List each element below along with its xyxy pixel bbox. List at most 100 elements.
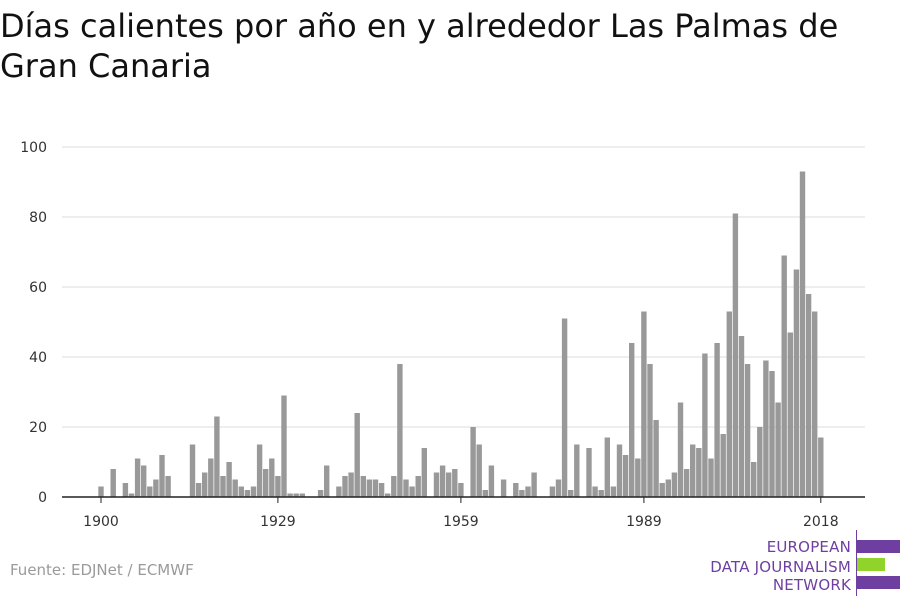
bar-1977 bbox=[568, 490, 574, 497]
bar-2000 bbox=[708, 458, 714, 497]
bar-1962 bbox=[476, 444, 482, 497]
bar-1929 bbox=[275, 476, 281, 497]
bar-2010 bbox=[769, 371, 775, 497]
bar-1916 bbox=[195, 483, 202, 497]
bar-1984 bbox=[610, 486, 617, 497]
bar-2008 bbox=[757, 427, 763, 497]
y-tick-label: 60 bbox=[29, 280, 47, 296]
bar-1907 bbox=[141, 465, 147, 497]
bar-1997 bbox=[690, 444, 696, 497]
logo-text-line-2: DATA JOURNALISM bbox=[710, 558, 851, 576]
bar-1943 bbox=[360, 476, 366, 497]
bar-2005 bbox=[738, 336, 745, 497]
bar-1968 bbox=[513, 483, 519, 497]
bar-1911 bbox=[165, 476, 171, 497]
bar-1980 bbox=[586, 448, 592, 497]
logo-divider bbox=[856, 530, 857, 596]
bar-1944 bbox=[366, 479, 373, 497]
bar-1969 bbox=[519, 490, 525, 497]
bar-1955 bbox=[433, 472, 440, 497]
bar-1970 bbox=[525, 486, 531, 497]
logo-bar-middle bbox=[857, 558, 885, 571]
bar-1995 bbox=[677, 402, 684, 497]
bar-2007 bbox=[751, 462, 757, 497]
bar-2011 bbox=[775, 402, 781, 497]
x-axis: 1900 1929 1959 1989 2018 bbox=[62, 496, 865, 530]
y-tick-label: 20 bbox=[29, 420, 47, 436]
bar-1940 bbox=[342, 476, 348, 497]
bar-2015 bbox=[799, 171, 806, 497]
bar-1945 bbox=[372, 479, 379, 497]
bar-1904 bbox=[122, 483, 129, 497]
bar-1921 bbox=[226, 462, 232, 497]
bar-1966 bbox=[500, 479, 507, 497]
bar-1963 bbox=[482, 490, 488, 497]
bar-1936 bbox=[317, 490, 324, 497]
y-tick-label: 0 bbox=[38, 490, 47, 506]
bar-1937 bbox=[324, 465, 330, 497]
x-tick-label: 1959 bbox=[443, 514, 479, 530]
bar-2006 bbox=[744, 364, 751, 497]
bar-1927 bbox=[263, 469, 269, 497]
gridlines bbox=[62, 146, 865, 428]
y-tick-label: 100 bbox=[20, 140, 47, 156]
bar-1961 bbox=[470, 427, 476, 497]
bar-1926 bbox=[256, 444, 263, 497]
bar-2004 bbox=[732, 213, 739, 497]
bar-1976 bbox=[561, 318, 568, 497]
bar-2013 bbox=[787, 332, 793, 497]
bar-1981 bbox=[592, 486, 598, 497]
bar-2012 bbox=[781, 255, 787, 497]
x-tick-label: 1900 bbox=[83, 514, 119, 530]
bar-1918 bbox=[208, 458, 214, 497]
bar-1985 bbox=[616, 444, 623, 497]
y-tick-label: 80 bbox=[29, 210, 47, 226]
bar-1978 bbox=[574, 444, 580, 497]
bar-1942 bbox=[354, 413, 360, 497]
bar-1915 bbox=[189, 444, 196, 497]
bar-1919 bbox=[214, 416, 220, 497]
chart-title: Días calientes por año en y alrededor La… bbox=[0, 7, 839, 85]
bar-2003 bbox=[726, 311, 732, 497]
bar-1922 bbox=[232, 479, 238, 497]
bar-1975 bbox=[555, 479, 562, 497]
bar-1923 bbox=[238, 486, 244, 497]
bar-1941 bbox=[348, 472, 354, 497]
bar-1928 bbox=[269, 458, 275, 497]
bar-1988 bbox=[635, 458, 641, 497]
bar-1951 bbox=[409, 486, 415, 497]
logo-text-line-3: NETWORK bbox=[772, 576, 851, 594]
bar-1996 bbox=[683, 469, 690, 497]
bar-1917 bbox=[202, 472, 208, 497]
bar-1983 bbox=[604, 437, 610, 497]
bar-1952 bbox=[415, 476, 421, 497]
bar-2017 bbox=[812, 311, 818, 497]
bar-1939 bbox=[336, 486, 342, 497]
bar-1925 bbox=[250, 486, 257, 497]
bar-1924 bbox=[244, 490, 251, 497]
bar-1946 bbox=[378, 483, 385, 497]
bar-1900 bbox=[98, 486, 104, 497]
bar-1906 bbox=[134, 458, 141, 497]
bar-1909 bbox=[153, 479, 159, 497]
y-axis-tick-labels: 0 20 40 60 80 100 bbox=[20, 140, 47, 506]
bar-1998 bbox=[696, 448, 702, 497]
x-tick-label: 1929 bbox=[260, 514, 296, 530]
edjnet-logo: EUROPEAN DATA JOURNALISM NETWORK bbox=[700, 528, 900, 598]
bar-1950 bbox=[403, 479, 409, 497]
bar-1987 bbox=[629, 343, 635, 497]
bar-1932 bbox=[293, 493, 299, 497]
bar-1959 bbox=[458, 483, 464, 497]
bar-1956 bbox=[439, 465, 446, 497]
bar-1949 bbox=[397, 364, 403, 497]
bar-1931 bbox=[287, 493, 293, 497]
bar-1974 bbox=[549, 486, 556, 497]
x-tick-label: 2018 bbox=[803, 514, 839, 530]
bar-1971 bbox=[531, 472, 537, 497]
bar-1905 bbox=[128, 493, 135, 497]
bar-1953 bbox=[421, 448, 427, 497]
bar-1994 bbox=[671, 472, 678, 497]
bar-1991 bbox=[653, 420, 659, 497]
x-tick-label: 1989 bbox=[626, 514, 662, 530]
